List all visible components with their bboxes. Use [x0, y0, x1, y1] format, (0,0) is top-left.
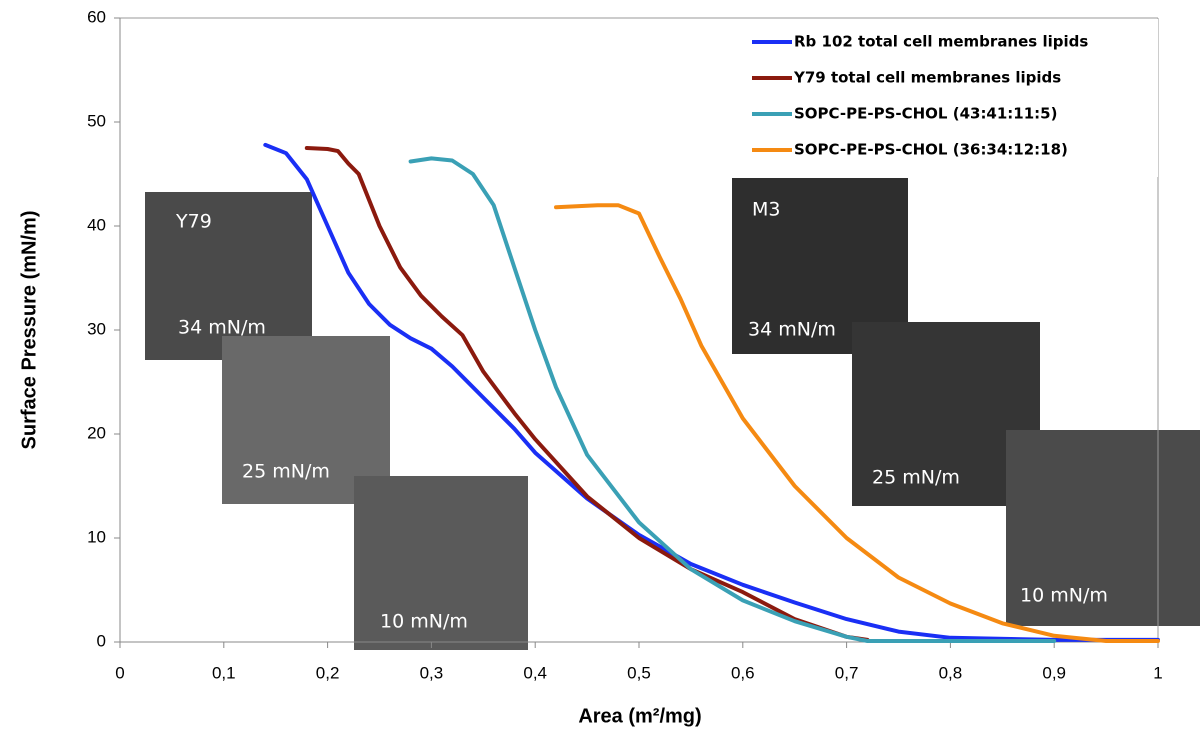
inset-label: 25 mN/m — [242, 461, 330, 483]
x-tick-label: 0,2 — [316, 663, 340, 682]
x-tick-label: 0,1 — [212, 663, 236, 682]
y-axis-title: Surface Pressure (mN/m) — [18, 211, 40, 450]
inset-image — [145, 192, 312, 360]
y-tick-label: 0 — [97, 631, 106, 650]
y-tick-label: 10 — [87, 527, 106, 546]
inset-label: 25 mN/m — [872, 467, 960, 489]
inset-image — [354, 476, 528, 650]
y-tick-label: 20 — [87, 423, 106, 442]
inset-label: 34 mN/m — [178, 317, 266, 339]
legend-label: Y79 total cell membranes lipids — [793, 69, 1061, 87]
legend-label: Rb 102 total cell membranes lipids — [794, 33, 1088, 51]
series-line — [263, 142, 1160, 642]
x-tick-label: 0,6 — [731, 663, 755, 682]
legend-label: SOPC-PE-PS-CHOL (36:34:12:18) — [794, 141, 1068, 159]
series-line — [554, 203, 1160, 643]
x-tick-label: 0,7 — [835, 663, 859, 682]
legend-label: SOPC-PE-PS-CHOL (43:41:11:5) — [794, 105, 1057, 123]
x-tick-label: 0 — [115, 663, 124, 682]
inset-label: 10 mN/m — [1020, 585, 1108, 607]
x-tick-label: 1 — [1153, 663, 1162, 682]
x-tick-label: 0,9 — [1042, 663, 1066, 682]
inset-label: M3 — [752, 199, 780, 221]
x-axis-title: Area (m²/mg) — [578, 705, 701, 727]
series-line — [304, 146, 870, 642]
inset-label: 10 mN/m — [380, 611, 468, 633]
legend-box — [726, 19, 1158, 177]
insets: Y79 34 mN/m 25 mN/m 10 mN/m M3 34 mN/m 2… — [145, 178, 1200, 650]
y-tick-label: 50 — [87, 111, 106, 130]
y-tick-label: 30 — [87, 319, 106, 338]
inset-label: 34 mN/m — [748, 319, 836, 341]
series-line — [408, 156, 1057, 643]
y-tick-label: 40 — [87, 215, 106, 234]
x-tick-label: 0,3 — [420, 663, 444, 682]
x-tick-label: 0,4 — [523, 663, 547, 682]
x-tick-label: 0,5 — [627, 663, 651, 682]
inset-label: Y79 — [175, 211, 212, 233]
inset-image — [1006, 430, 1200, 626]
y-tick-label: 60 — [87, 7, 106, 26]
legend: Rb 102 total cell membranes lipids Y79 to… — [726, 19, 1158, 177]
x-tick-label: 0,8 — [939, 663, 963, 682]
